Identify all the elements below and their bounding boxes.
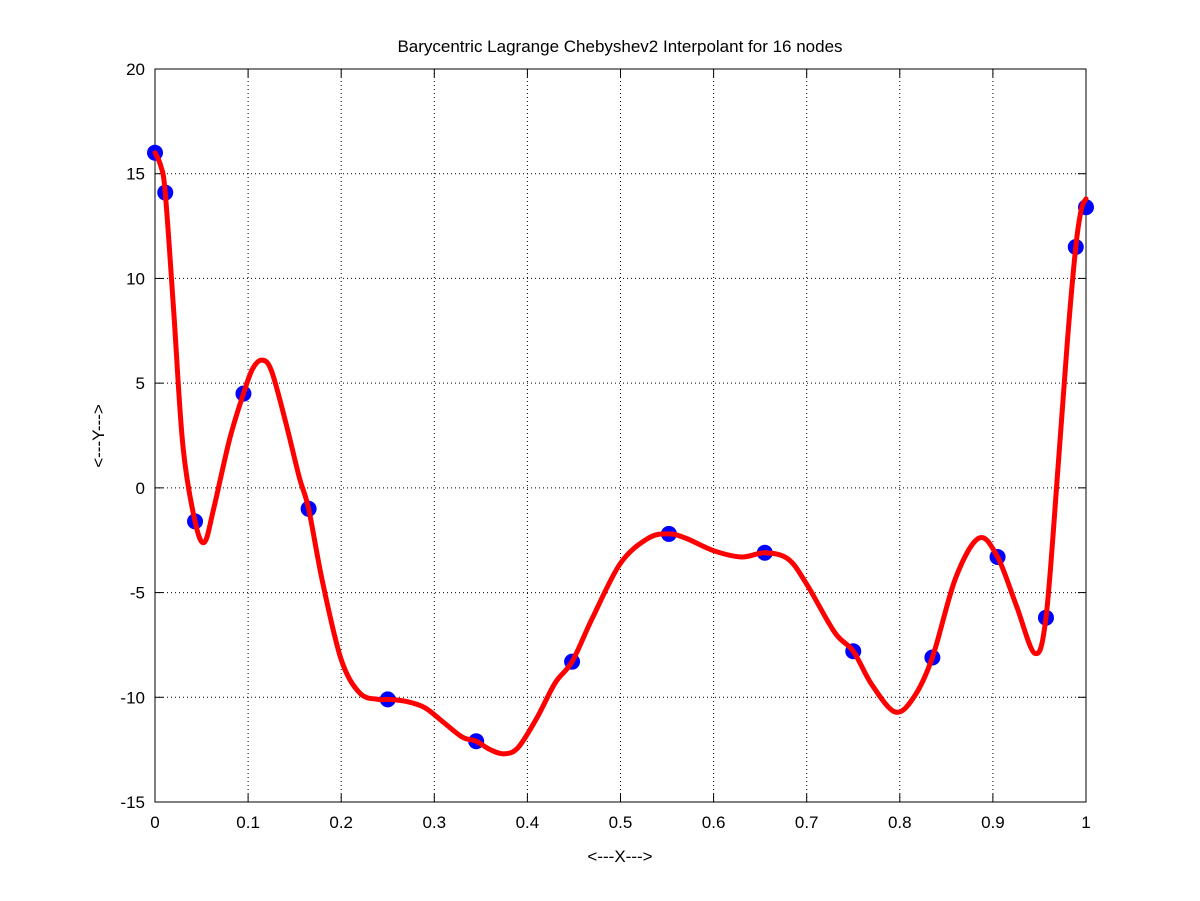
x-tick-label: 0.4 [516,813,540,832]
x-tick-label: 1 [1081,813,1090,832]
interpolant-line [152,150,1089,757]
y-tick-label: 10 [126,269,145,288]
y-tick-label: -5 [130,584,145,603]
x-tick-label: 0.9 [981,813,1005,832]
x-tick-label: 0.5 [609,813,633,832]
x-tick-label: 0 [150,813,159,832]
y-axis-label: <---Y---> [89,404,108,468]
x-tick-label: 0.3 [422,813,446,832]
x-tick-label: 0.6 [702,813,726,832]
series-layer [147,144,1094,757]
y-tick-label: 20 [126,60,145,79]
x-tick-label: 0.8 [888,813,912,832]
y-tick-label: 0 [136,479,145,498]
plot-area [154,68,1087,803]
x-tick-label: 0.2 [329,813,353,832]
chart-title: Barycentric Lagrange Chebyshev2 Interpol… [397,37,842,56]
ticks: 0 0.1 0.2 0.3 0.4 0.5 0.6 0.7 0.8 0.9 1 -15 -10 -5 0 5 1… [120,60,1090,832]
grid [155,69,1086,802]
x-axis-label: <---X---> [587,847,652,866]
y-tick-label: 15 [126,165,145,184]
y-tick-label: 5 [136,374,145,393]
y-tick-label: -15 [120,793,145,812]
x-tick-label: 0.7 [795,813,819,832]
x-tick-label: 0.1 [236,813,260,832]
y-tick-label: -10 [120,688,145,707]
